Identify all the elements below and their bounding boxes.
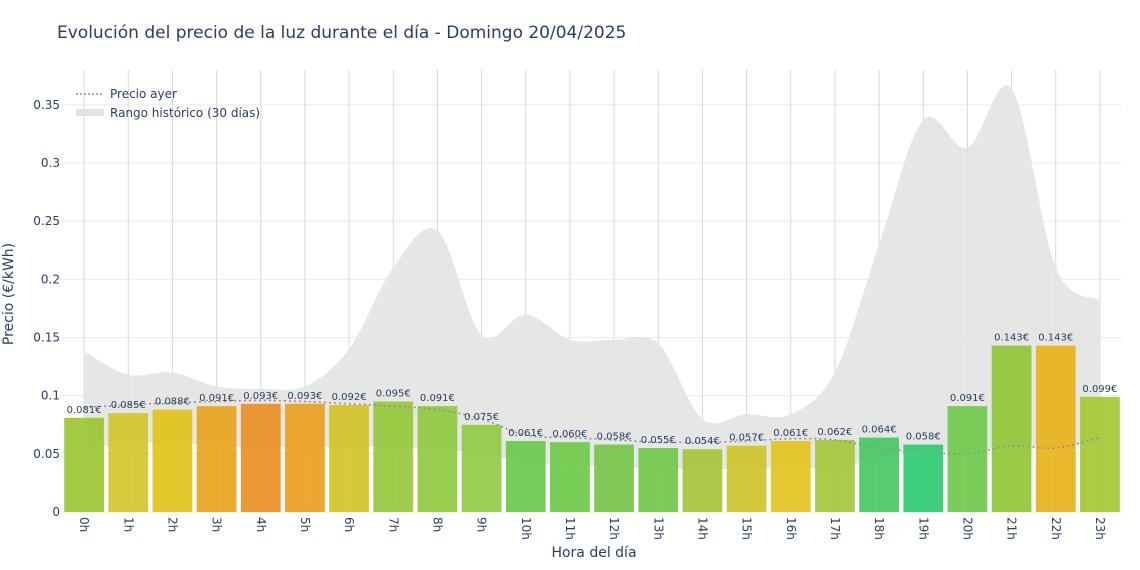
price-bar-7h[interactable] — [373, 401, 414, 513]
x-tick-label: 14h — [695, 517, 709, 540]
x-tick-label: 16h — [784, 517, 798, 540]
bar-value-label: 0.095€ — [376, 389, 411, 400]
y-tick-label: 0.25 — [33, 214, 60, 228]
y-tick-label: 0.3 — [41, 156, 60, 170]
y-tick-label: 0.15 — [33, 331, 60, 345]
bar-value-label: 0.055€ — [641, 435, 676, 446]
x-tick-label: 6h — [342, 517, 356, 532]
price-bar-2h[interactable] — [152, 409, 193, 512]
bar-series — [64, 345, 1120, 513]
x-tick-label: 2h — [165, 517, 179, 532]
bar-value-label: 0.075€ — [464, 412, 499, 423]
x-tick-label: 22h — [1049, 517, 1063, 540]
bar-value-label: 0.064€ — [862, 425, 897, 436]
x-tick-label: 1h — [121, 517, 135, 532]
price-bar-10h[interactable] — [505, 441, 546, 512]
price-bar-18h[interactable] — [859, 437, 899, 512]
price-bar-11h[interactable] — [550, 442, 590, 512]
price-bar-4h[interactable] — [240, 403, 281, 512]
x-tick-label: 18h — [872, 517, 886, 540]
legend-historical-swatch — [76, 109, 104, 116]
bar-value-label: 0.091€ — [950, 393, 985, 404]
bar-value-label: 0.092€ — [332, 392, 367, 403]
x-tick-label: 21h — [1005, 517, 1019, 540]
price-bar-13h[interactable] — [638, 448, 679, 512]
bar-value-label: 0.058€ — [906, 432, 941, 443]
price-bar-20h[interactable] — [947, 406, 988, 512]
price-bar-22h[interactable] — [1035, 345, 1076, 512]
bar-value-label: 0.093€ — [287, 391, 322, 402]
historical-range-area — [84, 85, 1100, 470]
x-axis-ticks: 0h 1h 2h 3h 4h 5h 6h 7h 8h 9h 10h 11h 12h 13h 14h 15h 16… — [77, 517, 1107, 540]
price-bar-8h[interactable] — [417, 406, 458, 512]
legend-item-historical[interactable]: Rango histórico (30 días) — [76, 106, 260, 120]
x-tick-label: 20h — [960, 517, 974, 540]
y-tick-label: 0 — [52, 505, 60, 519]
price-bar-3h[interactable] — [196, 406, 237, 512]
x-tick-label: 15h — [740, 517, 754, 540]
x-tick-label: 8h — [430, 517, 444, 532]
x-tick-label: 0h — [77, 517, 91, 532]
legend-yesterday-label: Precio ayer — [110, 87, 177, 101]
bar-value-label: 0.099€ — [1082, 384, 1117, 395]
bar-value-label: 0.060€ — [552, 429, 587, 440]
x-tick-label: 10h — [519, 517, 533, 540]
x-tick-label: 9h — [475, 517, 489, 532]
y-tick-label: 0.2 — [41, 272, 60, 286]
legend[interactable]: Precio ayer Rango histórico (30 días) — [76, 87, 260, 120]
x-tick-label: 13h — [651, 517, 665, 540]
price-bar-14h[interactable] — [682, 449, 723, 512]
price-bar-21h[interactable] — [991, 345, 1032, 512]
x-tick-label: 3h — [210, 517, 224, 532]
y-axis-title: Precio (€/kWh) — [1, 243, 17, 345]
y-tick-label: 0.1 — [41, 389, 60, 403]
bar-value-label: 0.091€ — [420, 393, 455, 404]
bar-value-label: 0.088€ — [155, 397, 190, 408]
y-tick-label: 0.35 — [33, 98, 60, 112]
x-tick-label: 19h — [916, 517, 930, 540]
x-tick-label: 17h — [828, 517, 842, 540]
data-labels: 0.081€ 0.085€ 0.088€ 0.091€ 0.093€ 0.093€ 0.09… — [67, 333, 1118, 448]
chart-title: Evolución del precio de la luz durante e… — [57, 23, 626, 43]
bar-value-label: 0.062€ — [817, 427, 852, 438]
legend-historical-label: Rango histórico (30 días) — [110, 106, 260, 120]
price-bar-6h[interactable] — [329, 404, 369, 512]
price-bar-1h[interactable] — [108, 413, 149, 512]
price-bar-0h[interactable] — [64, 417, 104, 512]
bar-value-label: 0.061€ — [508, 428, 543, 439]
bar-value-label: 0.081€ — [67, 405, 102, 416]
x-tick-label: 12h — [607, 517, 621, 540]
x-tick-label: 23h — [1093, 517, 1107, 540]
y-tick-label: 0.05 — [33, 447, 60, 461]
bar-value-label: 0.143€ — [1038, 333, 1073, 344]
bar-value-label: 0.093€ — [243, 391, 278, 402]
bar-value-label: 0.143€ — [994, 333, 1029, 344]
price-bar-9h[interactable] — [461, 424, 502, 512]
price-bar-17h[interactable] — [815, 439, 855, 512]
legend-item-yesterday[interactable]: Precio ayer — [76, 87, 177, 101]
price-bar-15h[interactable] — [726, 445, 767, 512]
y-axis-ticks: 0 0.05 0.1 0.15 0.2 0.25 0.3 0.35 — [33, 98, 60, 519]
bar-value-label: 0.057€ — [729, 433, 764, 444]
x-axis-title: Hora del día — [551, 545, 636, 561]
bar-value-label: 0.054€ — [685, 436, 720, 447]
bar-value-label: 0.085€ — [111, 400, 146, 411]
price-bar-12h[interactable] — [594, 444, 634, 512]
historical-range-band — [84, 85, 1100, 470]
bar-value-label: 0.061€ — [773, 428, 808, 439]
bar-value-label: 0.058€ — [597, 432, 632, 443]
price-bar-19h[interactable] — [903, 444, 944, 512]
price-bar-16h[interactable] — [770, 441, 811, 512]
x-tick-label: 7h — [386, 517, 400, 532]
price-bar-5h[interactable] — [285, 403, 325, 512]
x-tick-label: 11h — [563, 517, 577, 540]
bar-value-label: 0.091€ — [199, 393, 234, 404]
x-tick-label: 5h — [298, 517, 312, 532]
x-tick-label: 4h — [254, 517, 268, 532]
price-bar-23h[interactable] — [1080, 396, 1120, 512]
